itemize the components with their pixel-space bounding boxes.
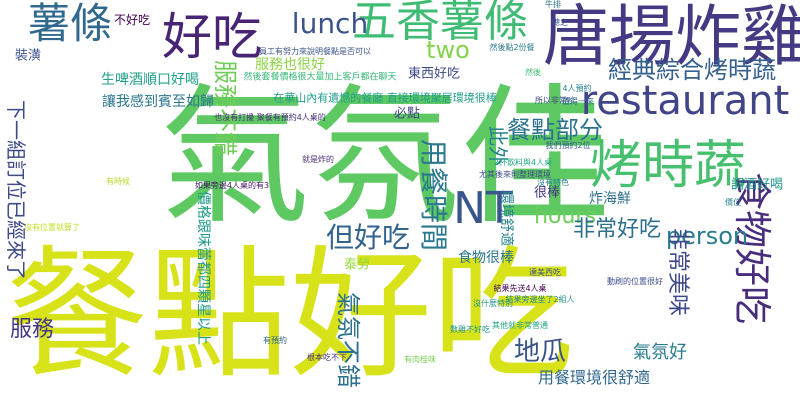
word-cloud-word: two [426,36,470,64]
word-cloud-word: 地瓜 [513,337,567,367]
word-cloud-word: 總之 [552,18,568,27]
word-cloud-word: 很棒 [533,185,561,201]
word-cloud-word: 沒什麼特別 [473,299,513,308]
word-cloud-word: 炸海鮮 [589,191,631,207]
word-cloud-word: 所以非常吵 [535,96,575,105]
word-cloud-word: 服務 [9,317,55,342]
word-cloud-word: 食物很棒 [458,250,514,266]
word-cloud-word: 但好吃 [325,221,411,254]
word-cloud-word: person [665,222,749,250]
word-cloud-word: 在華山內有遺憾的餐廳 直接環境聚居環境很棒 [273,91,497,105]
word-cloud-word: 餐點部分 [507,116,603,144]
word-cloud-word: 沒有位置就算了 [24,223,80,232]
word-cloud-word: 有預約 [263,336,287,345]
word-cloud-word: 東西好吃 [407,66,461,82]
word-cloud-word: 結果旁邊坐了2組人 [505,295,575,304]
word-cloud-word: 五香薯條 [352,0,528,47]
word-cloud-word: 如果旁邊4人桌的有3 [194,181,270,190]
word-cloud-word: 尤其後來則整理環境 [479,170,551,179]
word-cloud-word: 生啤酒順口好喝 [101,72,199,88]
word-cloud-word: 然後套餐價格很大量加上客戶都在聊天 [243,72,397,83]
word-cloud-word: 2杯飲料與4人桌 [493,158,553,167]
word-cloud-word: 非常美味 [665,227,690,317]
word-cloud-word: 不好吃 [113,13,151,27]
word-cloud-word: 價位 [725,198,741,207]
word-cloud-word: 值得一來 [562,97,594,106]
word-cloud-word: 必點 [393,106,421,122]
word-cloud-word: NT [453,183,513,234]
word-cloud-word: 讓我感到賓至如歸 [102,94,214,110]
word-cloud-word: 4人預約 [562,84,592,93]
word-cloud-word: 氣氛不錯 [334,292,362,388]
word-cloud-word: 泰勞 [343,257,371,273]
word-cloud-word: 服務也很好 [255,57,325,73]
word-cloud-word: 達美西吃 [529,268,561,277]
word-cloud-word: 氣氛佳 [159,71,611,245]
word-cloud-word: 沒有特色 [537,178,569,187]
word-cloud-word: 有時候 [106,177,130,186]
word-cloud-word: 經典綜合烤時蔬 [608,56,776,84]
word-cloud-word: 餐點好吃 [6,233,574,398]
word-cloud-word: 也沒有打擾 聚餐有預約4人桌的 [214,113,326,122]
word-cloud-word: 價格跟味蕾都四顆星以上 [195,191,211,345]
word-cloud-word: hours [534,204,596,229]
word-cloud-word: 然後點2份餐 [489,43,535,52]
word-cloud-word: 根本吃不下 [307,353,347,362]
word-cloud-word: 我們預約2位 [545,141,591,150]
word-cloud-word: 環境舒適 [498,190,514,246]
word-cloud-word: 非常好吃 [572,217,662,242]
word-cloud-word: 員工有努力來說明餐點是否可以 [259,47,371,56]
word-cloud-word: 好吃 [162,8,262,66]
word-cloud-word: 服務不錯 [211,60,239,156]
word-cloud-word: 就是炸的 [302,155,334,164]
word-cloud-word: 氣氛好 [633,342,687,363]
word-cloud-word: lunch [291,7,369,40]
word-cloud-word: 然後 [525,68,541,77]
word-cloud-word: 調酒好喝 [730,177,784,193]
word-cloud-word: 用餐環境很舒適 [537,368,651,387]
word-cloud-word: 唐揚炸雞 [543,0,800,75]
word-cloud-word: 下一組訂位已經來了 [4,100,28,280]
word-cloud-word: 其他就非常普通 [492,321,548,330]
word-cloud-word: 數雞不好吃 [450,325,490,334]
word-cloud-word: 烤時蔬 [589,136,747,196]
word-cloud-word: 裝潢 [14,48,42,64]
word-cloud-word: 薯條 [27,0,113,48]
word-cloud-word: 牛排 [545,0,561,9]
word-cloud-word: 有肉桂味 [404,355,436,364]
word-cloud-word: 結果先送4人桌 [493,284,547,293]
word-cloud-word: 動刷的位置很好 [607,277,663,286]
word-cloud-word: restaurant [580,78,790,124]
word-cloud-word: 用餐時間 [417,138,450,252]
